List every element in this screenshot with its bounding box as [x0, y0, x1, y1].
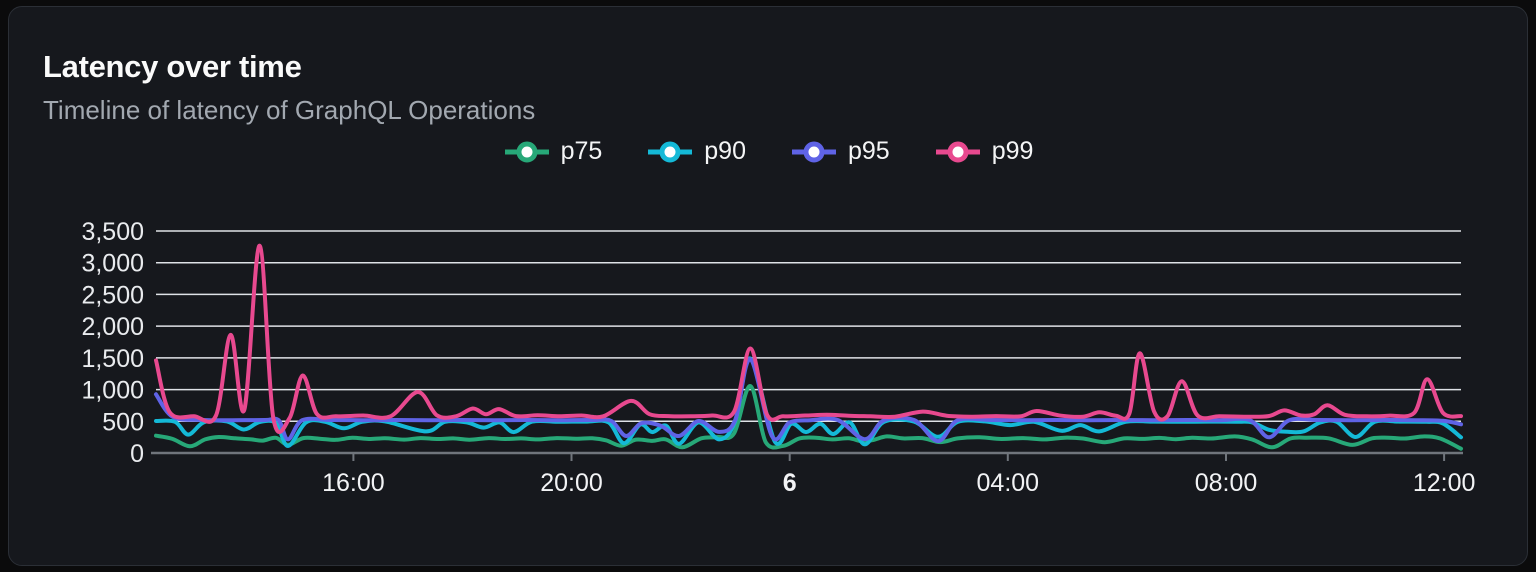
legend-marker-icon — [648, 141, 693, 162]
svg-text:20:00: 20:00 — [540, 469, 603, 497]
legend-item-label: p99 — [991, 137, 1034, 165]
svg-text:1,000: 1,000 — [81, 377, 144, 405]
svg-text:12:00: 12:00 — [1413, 469, 1476, 497]
series-line-p99 — [154, 243, 1463, 435]
legend-item-p95[interactable]: p95 — [790, 137, 890, 166]
svg-text:3,000: 3,000 — [81, 250, 144, 278]
chart-legend: p75 p90 p95 p99 — [9, 137, 1527, 166]
legend-item-label: p90 — [704, 137, 746, 165]
chart-subtitle: Timeline of latency of GraphQL Operation… — [43, 95, 536, 125]
series-line-p75 — [154, 384, 1463, 451]
legend-marker-icon — [792, 141, 836, 162]
legend-marker-icon — [504, 141, 549, 162]
svg-text:2,500: 2,500 — [81, 281, 144, 309]
svg-text:1,500: 1,500 — [81, 345, 144, 373]
svg-text:500: 500 — [102, 408, 144, 436]
svg-text:3,500: 3,500 — [81, 218, 144, 246]
chart-title: Latency over time — [43, 49, 302, 84]
y-axis-labels: 0 500 1,000 1,500 2,000 2,500 3,000 3,500 — [81, 218, 144, 468]
latency-panel: 0 500 1,000 1,500 2,000 2,500 3,000 3,500 16:00 2… — [8, 6, 1528, 566]
legend-item-p75[interactable]: p75 — [503, 137, 603, 166]
legend-item-p99[interactable]: p99 — [934, 137, 1034, 166]
legend-item-p90[interactable]: p90 — [646, 137, 746, 166]
svg-text:04:00: 04:00 — [977, 469, 1040, 497]
svg-text:16:00: 16:00 — [322, 469, 385, 497]
svg-text:0: 0 — [130, 440, 144, 468]
latency-chart[interactable]: 0 500 1,000 1,500 2,000 2,500 3,000 3,500 16:00 2… — [9, 7, 1527, 565]
x-axis: 16:00 20:00 6 04:00 08:00 12:00 — [151, 451, 1476, 497]
svg-text:2,000: 2,000 — [81, 313, 144, 341]
gridlines — [156, 230, 1461, 423]
legend-item-label: p95 — [848, 137, 890, 165]
svg-text:6: 6 — [783, 469, 797, 497]
legend-item-label: p75 — [560, 137, 603, 165]
legend-marker-icon — [935, 141, 980, 162]
svg-text:08:00: 08:00 — [1195, 469, 1258, 497]
series-line-p90 — [154, 356, 1463, 448]
